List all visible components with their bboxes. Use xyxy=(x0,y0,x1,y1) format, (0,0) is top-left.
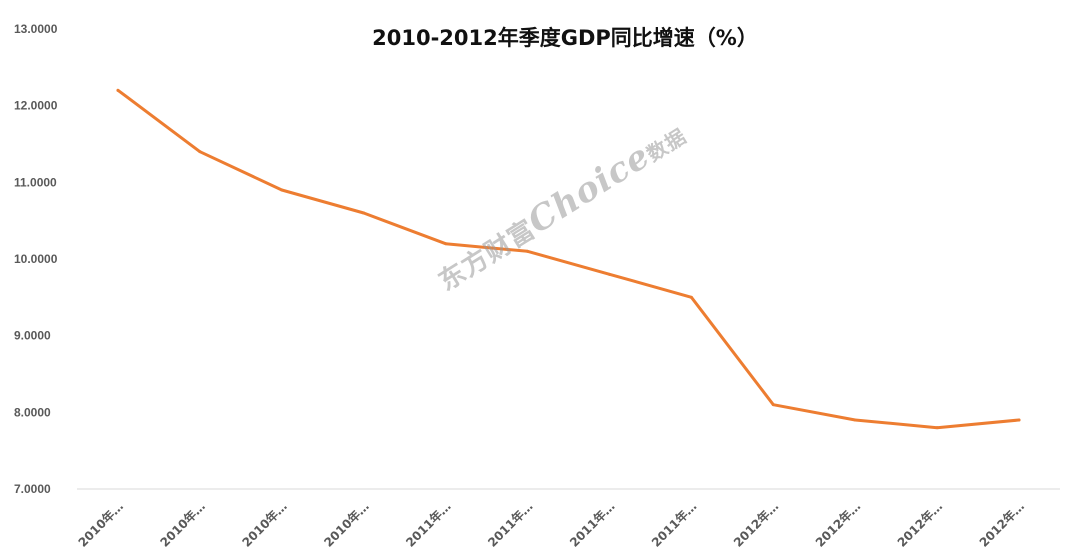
x-tick-label: 2012年… xyxy=(812,499,863,550)
x-tick-label: 2011年… xyxy=(484,499,535,550)
series-line xyxy=(116,88,1021,430)
x-tick-label: 2011年… xyxy=(566,499,617,550)
x-tick-label: 2012年… xyxy=(894,499,945,550)
data-point xyxy=(280,188,284,192)
x-tick-label: 2010年… xyxy=(239,499,290,550)
y-tick-label: 12.0000 xyxy=(14,99,58,113)
chart-title: 2010-2012年季度GDP同比增速（%） xyxy=(372,26,758,50)
data-point xyxy=(116,88,120,92)
data-point xyxy=(198,150,202,154)
data-point xyxy=(1017,418,1021,422)
x-tick-label: 2012年… xyxy=(976,499,1027,550)
y-tick-label: 11.0000 xyxy=(14,175,57,189)
data-point xyxy=(444,242,448,246)
y-tick-label: 13.0000 xyxy=(14,22,58,36)
y-tick-label: 7.0000 xyxy=(14,482,51,496)
data-point xyxy=(362,211,366,215)
data-point xyxy=(526,249,530,253)
data-point xyxy=(935,426,939,430)
data-point xyxy=(607,272,611,276)
x-tick-label: 2010年… xyxy=(157,499,208,550)
x-tick-label: 2010年… xyxy=(75,499,126,550)
x-tick-label: 2011年… xyxy=(403,499,454,550)
y-tick-label: 8.0000 xyxy=(14,405,51,419)
x-tick-label: 2011年… xyxy=(648,499,699,550)
data-point xyxy=(689,295,693,299)
y-tick-label: 10.0000 xyxy=(14,252,58,266)
x-tick-label: 2012年… xyxy=(730,499,781,550)
data-point xyxy=(853,418,857,422)
data-point xyxy=(771,403,775,407)
y-tick-label: 9.0000 xyxy=(14,329,51,343)
x-tick-label: 2010年… xyxy=(321,499,372,550)
